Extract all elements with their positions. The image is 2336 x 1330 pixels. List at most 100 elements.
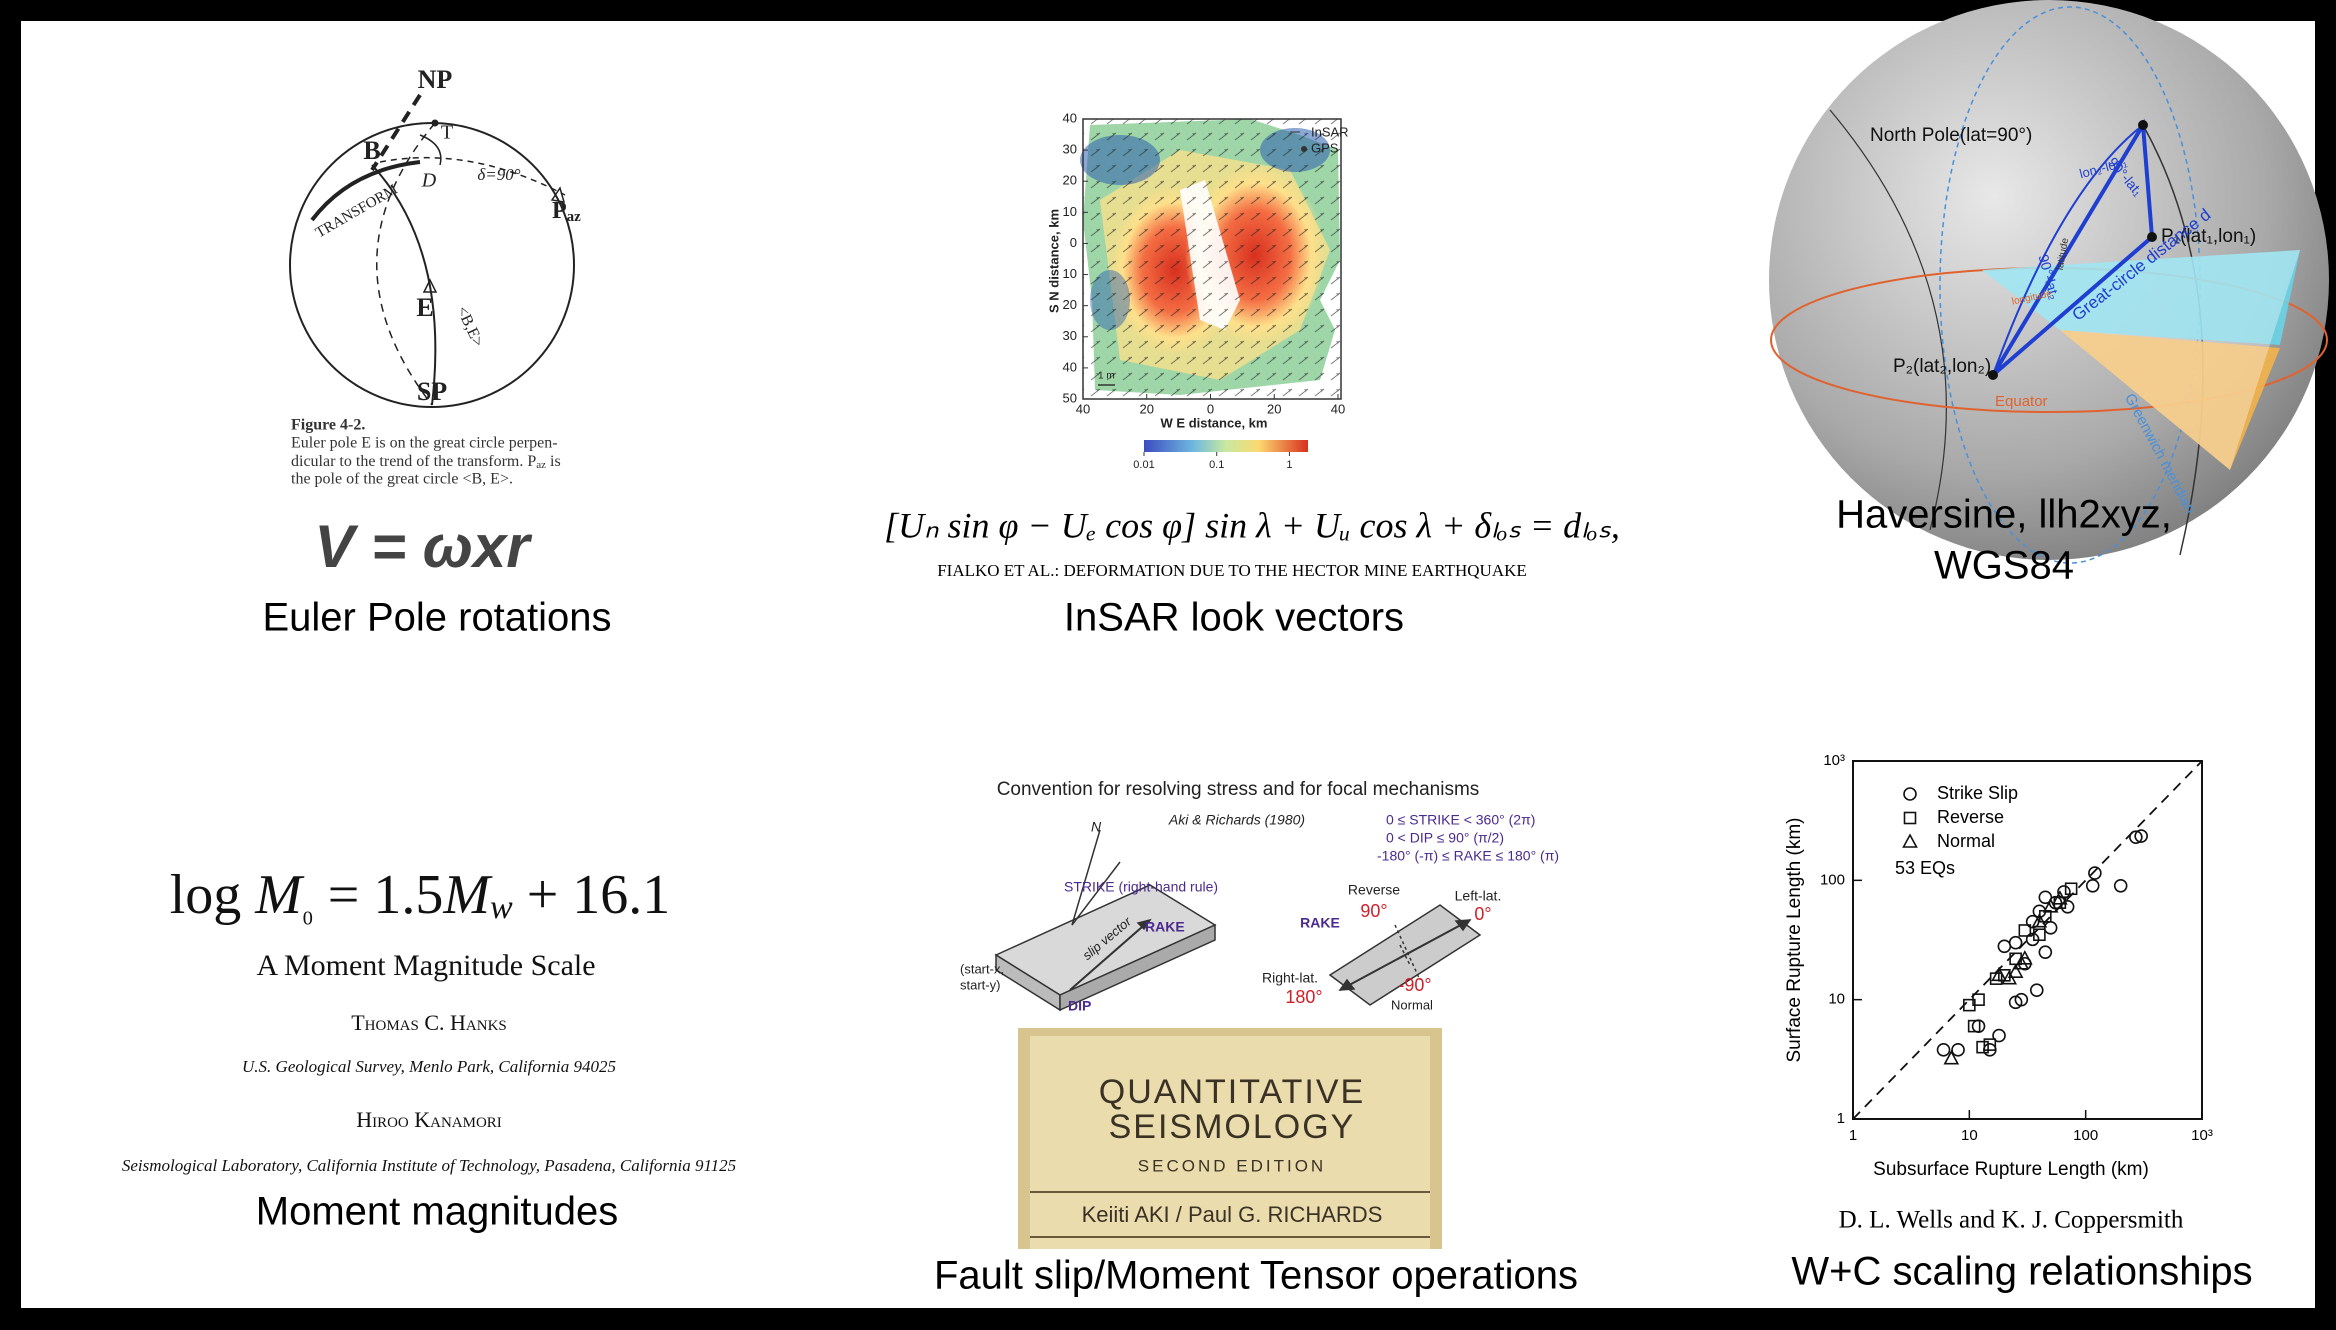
label: E: [416, 293, 433, 322]
point: [1976, 1040, 1989, 1054]
y-tick-label: 100: [1820, 871, 1845, 888]
insar-map: [1080, 118, 1342, 400]
x-tick-label: 10³: [2191, 1127, 2213, 1144]
label: δ=90°: [477, 165, 520, 184]
y-tick-label: 10: [1063, 204, 1077, 219]
range: 0 ≤ STRIKE < 360° (2π): [1386, 812, 1535, 828]
annotation: 53 EQs: [1895, 858, 1955, 878]
text: M: [254, 864, 305, 926]
text: log: [170, 864, 256, 926]
point: [2085, 878, 2100, 893]
label: N: [1091, 819, 1102, 835]
caption-line: dicular to the trend of the transform. P…: [291, 453, 561, 471]
sphere-figure: [1769, 0, 2329, 564]
label: 90°: [1360, 901, 1387, 921]
legend-marker: [1902, 833, 1918, 848]
label: Left-lat.: [1455, 888, 1502, 904]
caption-line: Euler pole E is on the great circle perp…: [291, 435, 558, 452]
label: D: [421, 170, 437, 192]
affiliation: U.S. Geological Survey, Menlo Park, Cali…: [242, 1057, 616, 1076]
text: w: [490, 889, 513, 926]
fault-labels: Aki & Richards (1980) 0 ≤ STRIKE < 360° …: [960, 812, 1559, 1014]
point: [2088, 866, 2102, 880]
point: [2025, 932, 2040, 947]
point: [1951, 1043, 1965, 1057]
caption: W+C scaling relationships: [1791, 1250, 2252, 1294]
label: DIP: [1068, 998, 1091, 1014]
legend-entry: Strike Slip: [1937, 783, 2018, 803]
fault-block: [994, 829, 1482, 1012]
euler-figure-caption: Figure 4-2. Euler pole E is on the great…: [291, 417, 561, 488]
text: is: [546, 453, 561, 470]
point: [2016, 950, 2033, 965]
label: STRIKE (right-hand rule): [1064, 879, 1218, 895]
text: dicular to the trend of the transform. P: [291, 453, 536, 470]
label: RAKE: [1145, 919, 1185, 935]
legend-entry: Normal: [1937, 831, 1995, 851]
y-tick-label: 20: [1063, 173, 1077, 188]
point: [2007, 963, 2024, 978]
point: [2134, 829, 2148, 843]
y-tick-label: 30: [1063, 328, 1077, 343]
range: -180° (-π) ≤ RAKE ≤ 180° (π): [1377, 848, 1559, 864]
label: P₁(lat₁,lon₁): [2161, 226, 2256, 247]
label: B: [363, 136, 380, 165]
point: [2033, 928, 2046, 942]
euler-figure: [289, 93, 575, 408]
plot-frame: [1852, 760, 2203, 1120]
equation: log M₀ = 1.5Mw + 16.1: [170, 864, 671, 926]
point: [2008, 995, 2023, 1010]
colorbar-tick-label: 1: [1286, 459, 1292, 471]
point: [1997, 939, 2012, 954]
label: start-y): [960, 977, 1000, 992]
book-edition: SECOND EDITION: [1138, 1156, 1326, 1175]
point: [2129, 830, 2143, 844]
caption-line: Figure 4-2.: [291, 417, 365, 434]
colorbar-tick-label: 0.01: [1133, 459, 1154, 471]
point: [1992, 1028, 2006, 1043]
scale-label: 1 m: [1098, 371, 1115, 382]
y-tick-label: 10³: [1823, 752, 1845, 769]
y-tick-label: 20: [1063, 297, 1077, 312]
source: D. L. Wells and K. J. Coppersmith: [1839, 1207, 2184, 1234]
y-tick-label: 50: [1063, 390, 1077, 405]
y-axis-label: Surface Rupture Length (km): [1784, 817, 1805, 1062]
point: [1936, 1043, 1951, 1057]
colorbar: [1144, 440, 1308, 452]
book-title: SEISMOLOGY: [1109, 1108, 1356, 1146]
y-tick-label: 0: [1070, 235, 1077, 250]
label: SP: [417, 377, 447, 406]
one-to-one-line: [1852, 760, 2203, 1120]
range: 0 < DIP ≤ 90° (π/2): [1386, 830, 1504, 846]
text: ₀: [302, 889, 314, 926]
label: Paz: [552, 198, 581, 226]
caption: Fault slip/Moment Tensor operations: [934, 1254, 1578, 1298]
caption: Euler Pole rotations: [262, 596, 611, 640]
point: [1967, 1019, 1981, 1033]
text: az: [536, 459, 546, 471]
x-tick-label: 20: [1140, 401, 1154, 416]
reference: Aki & Richards (1980): [1168, 812, 1305, 828]
point: [1963, 998, 1976, 1012]
point: [2113, 878, 2128, 893]
x-tick-label: 1: [1849, 1127, 1857, 1144]
paper-title: A Moment Magnitude Scale: [256, 949, 595, 982]
citation: FIALKO ET AL.: DEFORMATION DUE TO THE HE…: [937, 561, 1527, 580]
label: T: [441, 122, 453, 144]
point: [1983, 1038, 1997, 1051]
text: M: [442, 864, 493, 926]
equation: [Uₙ sin φ − Uₑ cos φ] sin λ + Uᵤ cos λ +…: [884, 505, 1620, 545]
label: az: [567, 209, 582, 225]
point: [2064, 882, 2078, 896]
caption: Haversine, llh2xyz,: [1836, 493, 2172, 537]
x-tick-label: 20: [1267, 401, 1281, 416]
author: Hiroo Kanamori: [356, 1107, 502, 1132]
label: 0°: [1474, 904, 1491, 924]
legend-marker: [1903, 811, 1917, 825]
caption: InSAR look vectors: [1064, 596, 1404, 640]
label: Reverse: [1348, 882, 1400, 898]
y-tick-label: 30: [1063, 142, 1077, 157]
y-tick-label: 10: [1828, 991, 1845, 1008]
label: Equator: [1995, 393, 2048, 410]
